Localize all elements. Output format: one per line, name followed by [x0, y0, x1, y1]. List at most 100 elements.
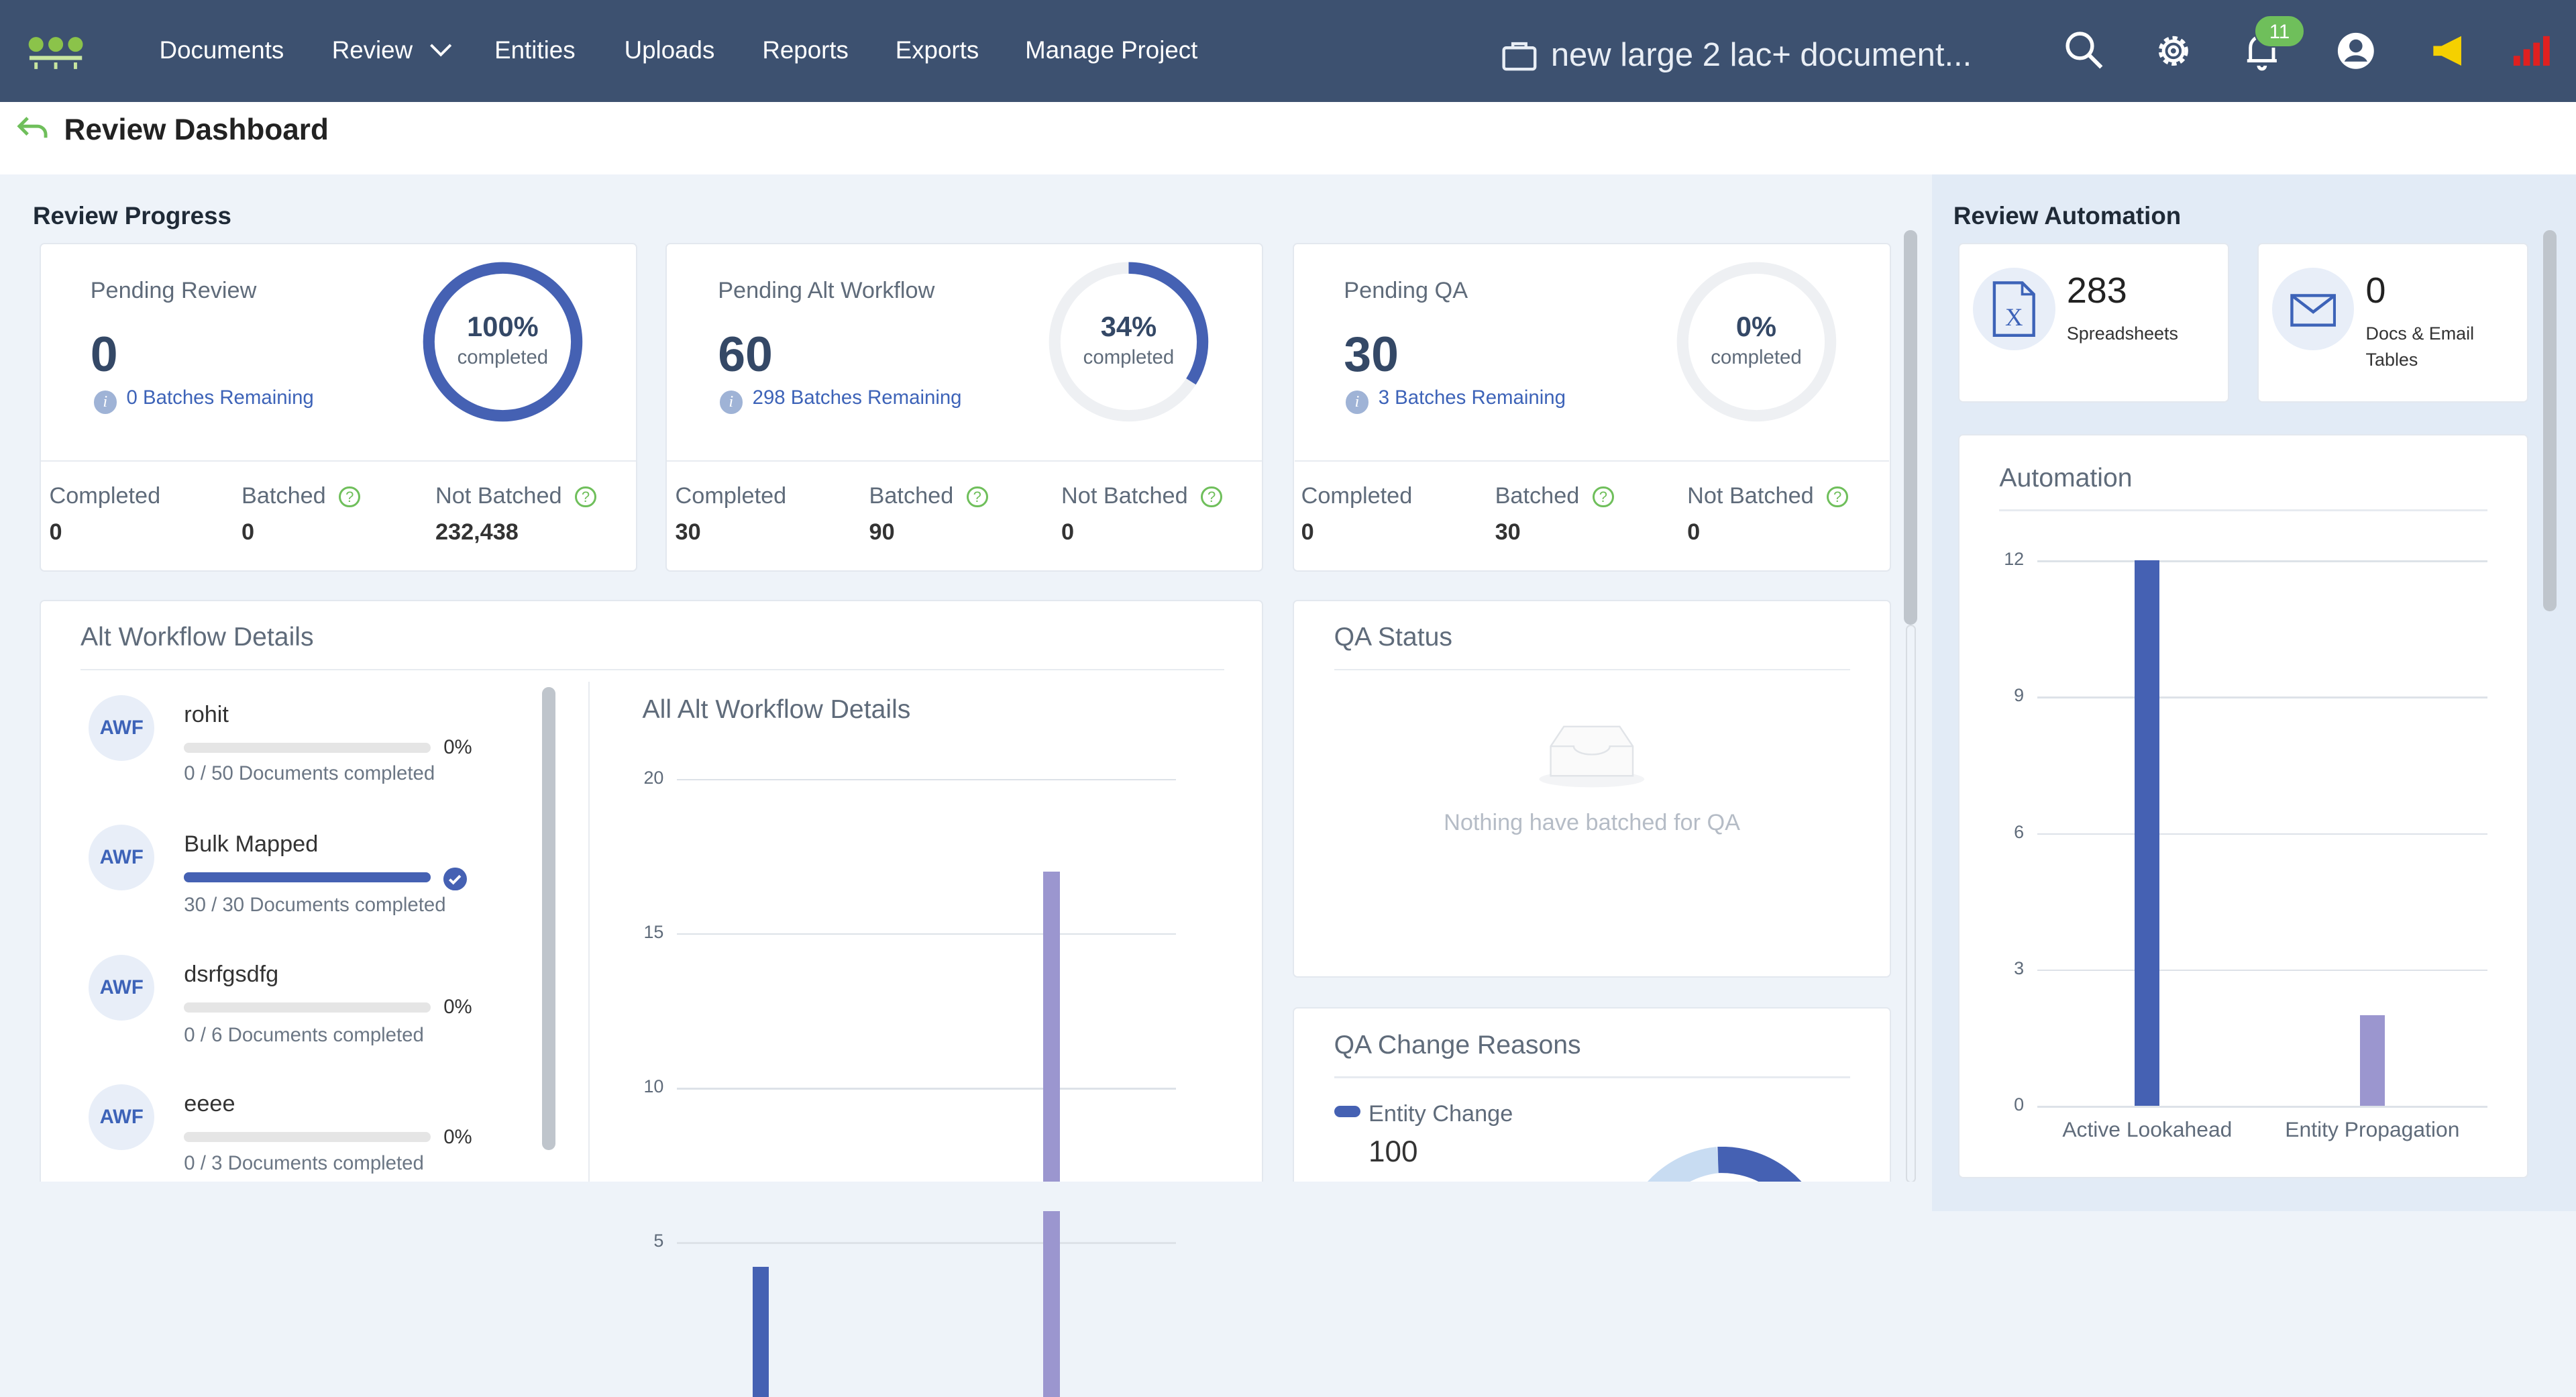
back-arrow-icon[interactable]: [16, 115, 49, 141]
gridline: [676, 1242, 1177, 1244]
megaphone-icon[interactable]: [2428, 30, 2471, 72]
qa-change-title: QA Change Reasons: [1334, 1030, 1581, 1059]
app-logo[interactable]: [26, 33, 85, 69]
info-icon: i: [93, 391, 117, 414]
stat-completed-value: 0: [1301, 519, 1314, 545]
spreadsheets-count: 283: [2066, 270, 2127, 311]
y-tick-label: 0: [2014, 1094, 2025, 1115]
nav-review[interactable]: Review: [332, 36, 453, 64]
nav-uploads[interactable]: Uploads: [624, 36, 715, 64]
divider: [1334, 1076, 1850, 1078]
awf-progress-bar: [184, 1002, 431, 1013]
stat-not-batched-label: Not Batched?: [1687, 483, 1849, 509]
awf-badge: AWF: [89, 1084, 155, 1151]
gear-icon[interactable]: [2152, 30, 2195, 72]
awf-list-scrollbar[interactable]: [542, 686, 555, 1151]
awf-name[interactable]: rohit: [184, 701, 229, 727]
main-scrollbar-track[interactable]: [1905, 624, 1916, 1184]
ring-percent: 100%: [467, 310, 539, 342]
awf-name[interactable]: dsrfgsdfg: [184, 961, 279, 987]
awf-progress-bar: [184, 872, 431, 883]
x-tick-label: Active Lookahead: [2062, 1117, 2233, 1142]
help-icon[interactable]: ?: [1592, 486, 1614, 508]
progress-ring: [423, 262, 583, 422]
stat-not-batched-label: Not Batched?: [435, 483, 596, 509]
bar[interactable]: [2359, 1015, 2385, 1106]
stat-batched-value: 90: [869, 519, 895, 545]
gridline: [676, 778, 1177, 781]
pending-review-count: 0: [90, 325, 118, 382]
gridline: [676, 1088, 1177, 1090]
pending-review-label: Pending Review: [90, 277, 257, 303]
label: Not Batched: [1687, 483, 1814, 509]
bar[interactable]: [752, 1267, 769, 1397]
icon-circle: [2271, 268, 2355, 350]
help-icon[interactable]: ?: [339, 486, 361, 508]
awf-docs: 30 / 30 Documents completed: [184, 894, 446, 917]
top-navbar: Documents Review Entities Uploads Report…: [0, 0, 2576, 102]
chevron-down-icon: [430, 44, 452, 57]
review-automation-title: Review Automation: [1953, 202, 2182, 230]
divider: [80, 668, 1224, 671]
progress-ring-arc: [1049, 262, 1209, 422]
divider: [1294, 460, 1890, 462]
help-icon[interactable]: ?: [575, 486, 596, 508]
search-icon[interactable]: [2063, 30, 2106, 72]
help-icon[interactable]: ?: [1827, 486, 1849, 508]
docs-count: 0: [2365, 270, 2386, 311]
awf-name[interactable]: Bulk Mapped: [184, 831, 319, 858]
y-tick-label: 3: [2014, 958, 2025, 978]
help-icon[interactable]: ?: [966, 486, 988, 508]
notification-badge: 11: [2254, 15, 2305, 48]
check-icon: [443, 868, 467, 891]
divider: [41, 460, 636, 462]
nav-reports[interactable]: Reports: [762, 36, 849, 64]
pending-review-batches[interactable]: i 0 Batches Remaining: [93, 386, 314, 414]
awf-percent: 0%: [443, 996, 472, 1019]
ring-completed: completed: [1083, 346, 1175, 368]
ring-completed: completed: [1711, 346, 1802, 368]
stat-completed-label: Completed: [1301, 483, 1413, 509]
progress-ring-arc: [423, 262, 583, 422]
x-tick-label: Entity Propagation: [2285, 1117, 2460, 1142]
main-scrollbar[interactable]: [1904, 229, 1917, 625]
signal-bars-icon[interactable]: [2510, 30, 2553, 72]
bar[interactable]: [2135, 560, 2160, 1106]
svg-text:X: X: [2005, 303, 2023, 331]
user-avatar-icon[interactable]: [2334, 30, 2377, 72]
stat-completed-value: 0: [49, 519, 62, 545]
awf-badge: AWF: [89, 694, 155, 761]
awf-name[interactable]: eeee: [184, 1091, 235, 1117]
project-selector[interactable]: new large 2 lac+ document...: [1501, 36, 1972, 74]
nav-entities[interactable]: Entities: [494, 36, 576, 64]
pending-alt-batches[interactable]: i 298 Batches Remaining: [719, 386, 962, 414]
awf-docs: 0 / 50 Documents completed: [184, 762, 435, 785]
divider: [1334, 668, 1850, 671]
qa-empty-text: Nothing have batched for QA: [1444, 810, 1741, 836]
help-icon[interactable]: ?: [1201, 486, 1223, 508]
label: Not Batched: [1061, 483, 1188, 509]
stat-batched-label: Batched?: [869, 483, 988, 509]
bottom-fade: [0, 1181, 1933, 1211]
legend-label[interactable]: Entity Change: [1368, 1100, 1513, 1127]
stat-batched-label: Batched?: [1495, 483, 1614, 509]
awf-progress-fill: [184, 872, 431, 883]
label: Batched: [241, 483, 326, 509]
divider: [588, 682, 590, 1184]
alt-workflow-title: Alt Workflow Details: [80, 623, 314, 652]
ring-percent: 34%: [1100, 310, 1157, 342]
bar[interactable]: [1043, 871, 1060, 1397]
y-tick-label: 12: [2004, 548, 2025, 569]
nav-exports[interactable]: Exports: [895, 36, 979, 64]
panel-scrollbar[interactable]: [2543, 229, 2557, 612]
automation-chart-title: Automation: [1999, 463, 2133, 493]
gridline: [2037, 833, 2487, 835]
pending-qa-batches[interactable]: i 3 Batches Remaining: [1345, 386, 1566, 414]
y-tick-label: 5: [653, 1231, 664, 1251]
nav-manage-project[interactable]: Manage Project: [1025, 36, 1198, 64]
stat-not-batched-label: Not Batched?: [1061, 483, 1223, 509]
qa-status-card: [1293, 599, 1891, 978]
qa-status-title: QA Status: [1334, 623, 1452, 652]
nav-documents[interactable]: Documents: [159, 36, 284, 64]
stat-batched-label: Batched?: [241, 483, 361, 509]
